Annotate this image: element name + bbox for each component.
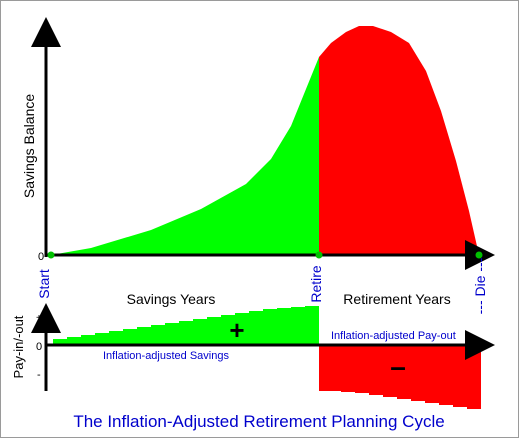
savings-payin-area (53, 306, 319, 345)
retire-marker (315, 251, 323, 259)
retire-label: Retire (308, 265, 324, 303)
start-marker (47, 251, 55, 259)
cashflow-plus-tick: + (36, 313, 42, 324)
retirement-drawdown-area (319, 26, 479, 255)
die-label: --- Die --- (472, 257, 488, 314)
payout-area (319, 345, 481, 409)
cashflow-minus-tick: - (37, 369, 41, 381)
cashflow-y-label: Pay-in/-out (11, 315, 26, 378)
savings-years-label: Savings Years (127, 291, 216, 307)
balance-y-label: Savings Balance (21, 94, 37, 199)
savings-payin-label: Inflation-adjusted Savings (103, 350, 229, 362)
die-marker (475, 251, 483, 259)
savings-growth-area (51, 57, 319, 255)
cashflow-zero-tick: 0 (36, 341, 42, 353)
start-label: Start (36, 269, 52, 299)
balance-zero-label: 0 (38, 251, 44, 263)
retirement-years-label: Retirement Years (343, 291, 450, 307)
minus-sign: – (390, 351, 406, 382)
plus-sign: + (229, 315, 244, 345)
payout-label: Inflation-adjusted Pay-out (331, 330, 456, 342)
diagram-title: The Inflation-Adjusted Retirement Planni… (73, 412, 444, 431)
